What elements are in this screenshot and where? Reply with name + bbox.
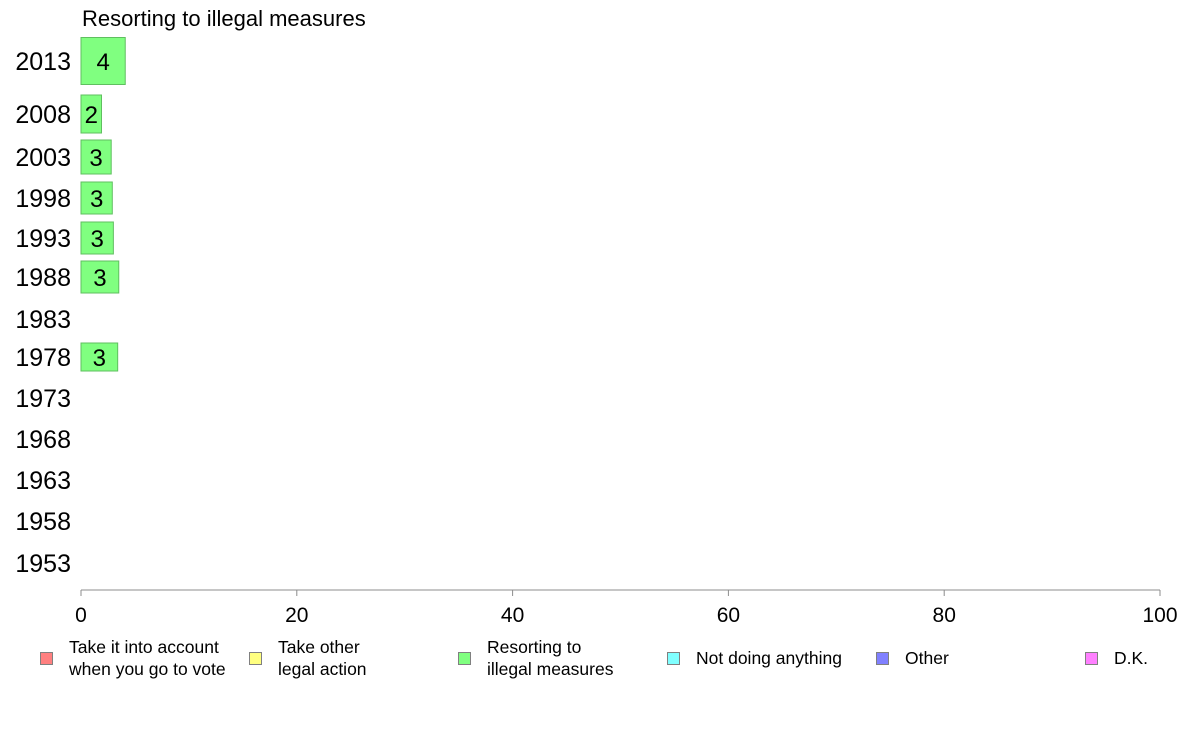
y-label-1963: 1963: [15, 467, 71, 495]
y-label-1973: 1973: [15, 385, 71, 413]
legend-swatch: [667, 651, 680, 665]
y-label-2013: 2013: [15, 48, 71, 76]
legend-label: Other: [905, 648, 949, 668]
bar-2013: [80, 37, 126, 85]
legend-swatch: [1085, 651, 1098, 665]
legend-item: Take other legal action: [249, 636, 367, 680]
bar-value-label-1988: 3: [93, 265, 106, 292]
legend-item: D.K.: [1085, 647, 1148, 669]
bar-1988: [80, 260, 120, 294]
y-label-2003: 2003: [15, 144, 71, 172]
chart-title: Resorting to illegal measures: [82, 6, 366, 31]
x-axis-ticks: 0 20 40 60 80 100: [75, 590, 1178, 627]
bar-value-label-1993: 3: [91, 226, 104, 253]
bar-value-label-2003: 3: [89, 145, 102, 172]
legend-item: Resorting to illegal measures: [458, 636, 613, 680]
y-label-1998: 1998: [15, 185, 71, 213]
x-tick-label-100: 100: [1142, 604, 1177, 627]
bar-1998: [80, 181, 113, 215]
y-label-1958: 1958: [15, 508, 71, 536]
bars-group: 4 2 3 3 3 3 3: [80, 37, 126, 372]
y-label-1983: 1983: [15, 306, 71, 334]
legend-swatch: [249, 651, 262, 665]
y-axis-labels: 2013 2008 2003 1998 1993 1988 1983 1978 1973 1968…: [15, 48, 71, 578]
legend-label: D.K.: [1114, 648, 1149, 668]
legend-item: Take it into account when you go to vote: [40, 636, 226, 680]
x-tick-label-60: 60: [717, 604, 740, 627]
legend-label: Take it into account when you go to vote: [69, 637, 226, 679]
bar-value-label-1998: 3: [90, 186, 103, 213]
legend-item: Not doing anything: [667, 647, 842, 669]
legend: Take it into account when you go to vote T…: [0, 636, 1188, 696]
legend-swatch: [40, 651, 53, 665]
bar-2003: [80, 139, 112, 175]
legend-swatch: [458, 651, 471, 665]
y-label-1988: 1988: [15, 264, 71, 292]
bar-chart: Resorting to illegal measures 4 2 3 3 3 3 3 20…: [15, 6, 1178, 627]
x-tick-label-40: 40: [501, 604, 524, 627]
y-label-1978: 1978: [15, 344, 71, 372]
y-label-2008: 2008: [15, 101, 71, 129]
legend-label: Take other legal action: [278, 637, 367, 679]
y-label-1953: 1953: [15, 550, 71, 578]
legend-label: Not doing anything: [696, 648, 842, 668]
x-tick-label-0: 0: [75, 604, 87, 627]
y-label-1993: 1993: [15, 225, 71, 253]
x-tick-label-80: 80: [933, 604, 956, 627]
bar-1978: [80, 342, 119, 372]
bar-value-label-2013: 4: [96, 49, 109, 76]
y-label-1968: 1968: [15, 426, 71, 454]
legend-label: Resorting to illegal measures: [487, 637, 614, 679]
legend-item: Other: [876, 647, 949, 669]
bar-1993: [80, 221, 114, 255]
legend-swatch: [876, 651, 889, 665]
bar-2008: [80, 94, 103, 134]
bar-value-label-2008: 2: [85, 102, 98, 129]
bar-value-label-1978: 3: [93, 345, 106, 372]
x-tick-label-20: 20: [285, 604, 308, 627]
